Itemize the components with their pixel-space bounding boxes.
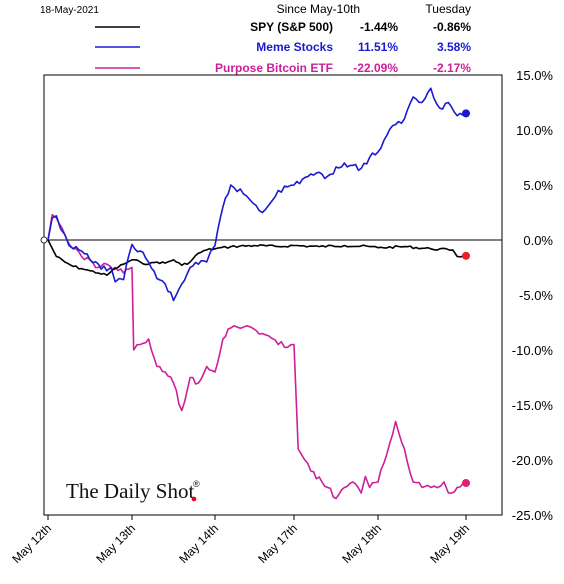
y-tick-label: -15.0% xyxy=(512,398,554,413)
series-end-markers xyxy=(462,109,470,487)
header-tuesday-label: Tuesday xyxy=(425,2,471,16)
legend-since-meme: 11.51% xyxy=(358,40,398,54)
legend-row-bitcoin: Purpose Bitcoin ETF -22.09% -2.17% xyxy=(95,61,471,75)
daily-shot-logo: The Daily Shot ® xyxy=(66,479,200,503)
y-tick-label: -25.0% xyxy=(512,508,554,523)
y-tick-label: 5.0% xyxy=(523,178,553,193)
series-line xyxy=(47,213,467,500)
logo-text: The Daily Shot xyxy=(66,479,194,503)
y-tick-label: -10.0% xyxy=(512,343,554,358)
header-since-label: Since May-10th xyxy=(277,2,360,16)
series-lines xyxy=(47,87,467,500)
x-axis-ticks xyxy=(47,515,467,520)
header-date: 18-May-2021 xyxy=(40,5,99,16)
x-tick-label: May 12th xyxy=(9,521,54,566)
legend: SPY (S&P 500) -1.44% -0.86% Meme Stocks … xyxy=(95,20,471,75)
plot-frame xyxy=(43,74,503,516)
legend-tuesday-bitcoin: -2.17% xyxy=(433,61,471,75)
legend-row-spy: SPY (S&P 500) -1.44% -0.86% xyxy=(95,20,471,34)
y-tick-label: -20.0% xyxy=(512,453,554,468)
y-tick-label: 15.0% xyxy=(516,68,553,83)
y-axis-labels: 15.0% 10.0% 5.0% 0.0% -5.0% -10.0% -15.0% -20.0… xyxy=(512,68,554,523)
x-tick-label: May 14th xyxy=(176,521,221,566)
x-tick-label: May 17th xyxy=(255,521,300,566)
y-tick-label: 0.0% xyxy=(523,233,553,248)
x-tick-label: May 18th xyxy=(339,521,384,566)
legend-label-spy: SPY (S&P 500) xyxy=(250,20,333,34)
legend-tuesday-spy: -0.86% xyxy=(433,20,471,34)
series-end-marker xyxy=(462,251,470,260)
legend-since-bitcoin: -22.09% xyxy=(353,61,398,75)
legend-tuesday-meme: 3.58% xyxy=(437,40,471,54)
logo-registered-mark: ® xyxy=(193,479,200,489)
series-end-marker xyxy=(462,478,470,487)
y-tick-label: 10.0% xyxy=(516,123,553,138)
x-axis-labels: May 12th May 13th May 14th May 17th May 18th… xyxy=(9,521,472,566)
legend-row-meme: Meme Stocks 11.51% 3.58% xyxy=(95,40,471,54)
series-end-marker xyxy=(462,109,470,118)
x-tick-label: May 19th xyxy=(427,521,472,566)
start-marker xyxy=(40,236,48,244)
series-line xyxy=(47,239,467,276)
legend-since-spy: -1.44% xyxy=(360,20,398,34)
legend-label-meme: Meme Stocks xyxy=(256,40,333,54)
x-tick-label: May 13th xyxy=(93,521,138,566)
logo-dot xyxy=(191,496,197,502)
y-tick-label: -5.0% xyxy=(519,288,553,303)
series-line xyxy=(47,87,467,302)
legend-label-bitcoin: Purpose Bitcoin ETF xyxy=(215,61,333,75)
